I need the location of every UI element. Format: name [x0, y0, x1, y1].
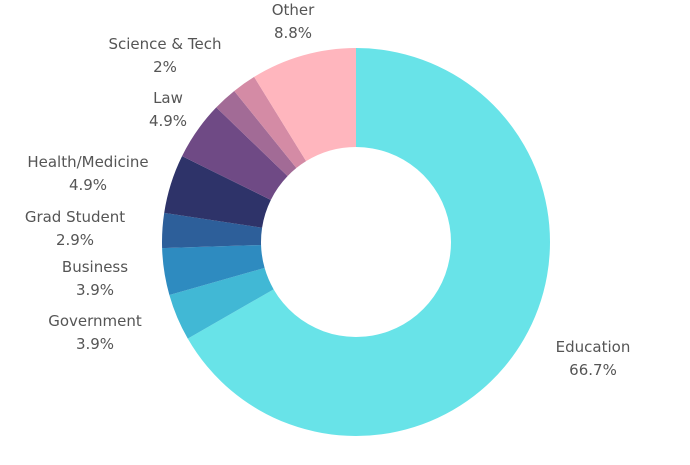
slice-law — [182, 107, 288, 200]
slice-value-label: 3.9% — [76, 281, 114, 299]
slice-value-label: 4.9% — [149, 112, 187, 130]
slice-value-label: 2.9% — [56, 231, 94, 249]
slice-grad-student — [162, 212, 263, 249]
slice-value-label: 4.9% — [69, 176, 107, 194]
slice-government — [169, 267, 274, 339]
slice-label: Business — [62, 258, 128, 276]
slice-value-label: 66.7% — [569, 361, 617, 379]
slice-unlabeled — [216, 90, 297, 177]
slice-label: Grad Student — [25, 208, 125, 226]
slice-business — [162, 244, 265, 295]
slice-science-tech — [234, 76, 307, 169]
slice-label: Science & Tech — [109, 35, 222, 53]
slice-label: Education — [556, 338, 631, 356]
slice-label: Government — [48, 312, 142, 330]
slice-value-label: 8.8% — [274, 24, 312, 42]
slice-label: Law — [153, 89, 183, 107]
slice-value-label: 2% — [153, 58, 177, 76]
slice-label: Health/Medicine — [27, 153, 148, 171]
slice-other — [254, 48, 356, 162]
slice-education — [187, 48, 551, 436]
slice-label: Other — [272, 1, 315, 19]
slice-health-medicine — [164, 156, 271, 228]
slice-value-label: 3.9% — [76, 335, 114, 353]
